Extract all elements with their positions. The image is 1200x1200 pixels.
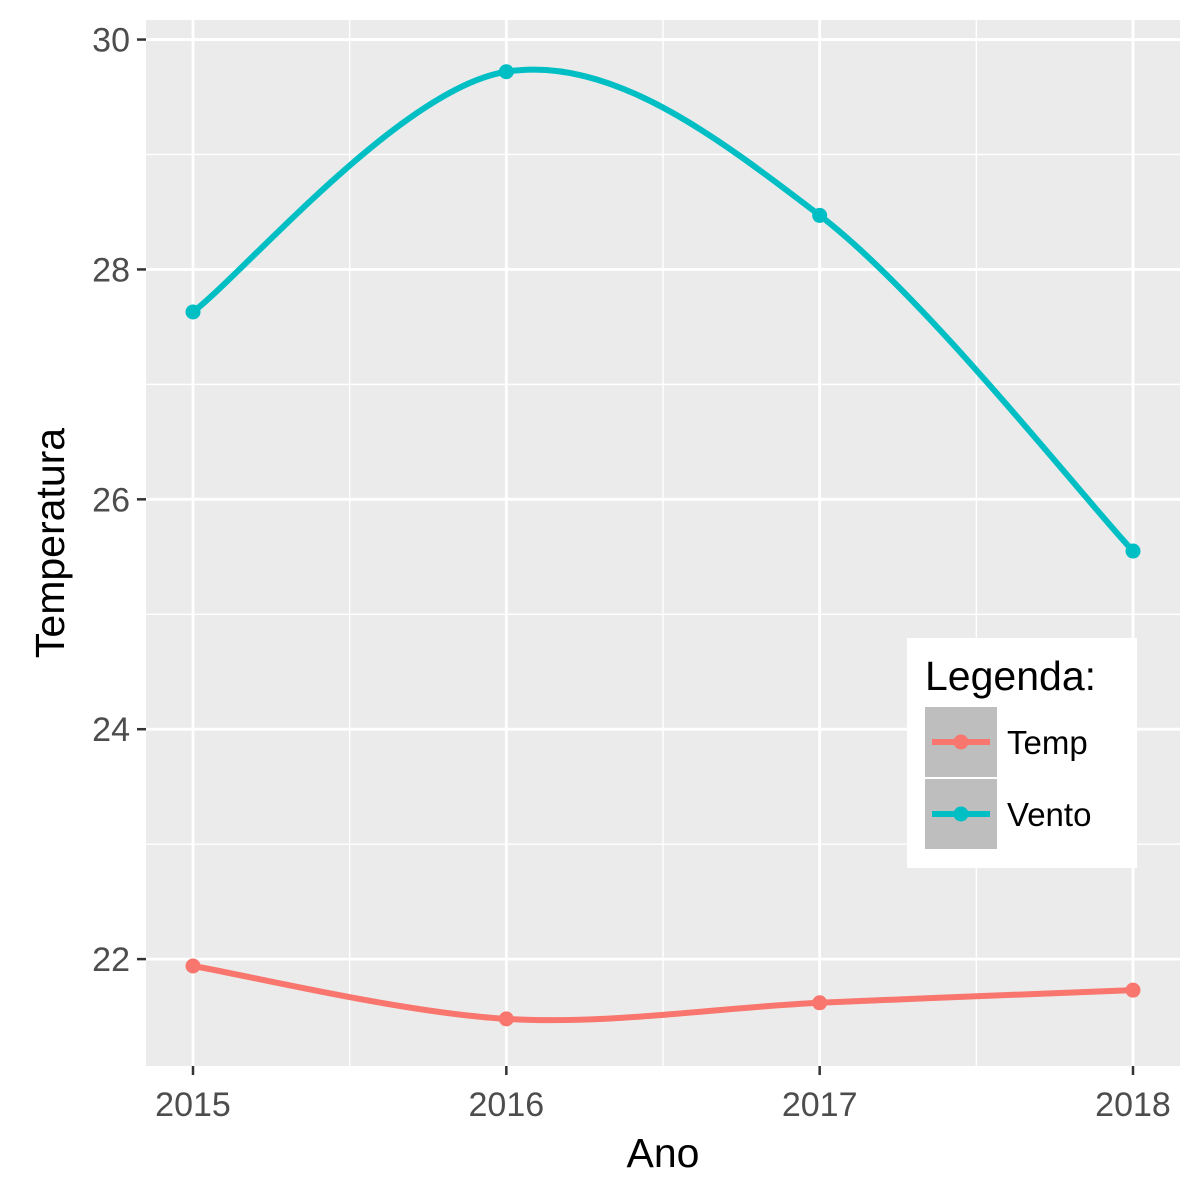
y-axis-title: Temperatura: [27, 428, 73, 658]
x-tick-label: 2015: [155, 1086, 231, 1124]
x-tick-label: 2017: [782, 1086, 858, 1124]
y-tick-label: 24: [92, 711, 130, 749]
legend-item-temp: Temp: [925, 707, 1088, 777]
y-tick-label: 26: [92, 481, 130, 519]
series-line-vento: [190, 66, 1136, 555]
legend-items: Temp Vento: [925, 707, 1091, 849]
x-axis: 2015 2016 2017 2018: [155, 1066, 1171, 1124]
legend: Legenda: Temp Vento: [907, 638, 1137, 868]
grid-major: [146, 20, 1180, 1066]
legend-title: Legenda:: [925, 653, 1096, 699]
x-tick-label: 2016: [469, 1086, 545, 1124]
data-point-vento: [185, 304, 201, 320]
legend-key-point: [953, 806, 969, 822]
y-tick-label: 28: [92, 251, 130, 289]
y-tick-label: 22: [92, 941, 130, 979]
legend-key-point: [953, 734, 969, 750]
series-layer: [185, 64, 1141, 1027]
series-line-temp: [190, 962, 1136, 1024]
data-point-temp: [498, 1011, 514, 1027]
data-point-temp: [812, 995, 828, 1011]
data-point-vento: [498, 64, 514, 80]
grid-minor: [146, 20, 1180, 1066]
y-tick-label: 30: [92, 22, 130, 60]
legend-item-vento: Vento: [925, 779, 1091, 849]
x-tick-label: 2018: [1095, 1086, 1171, 1124]
series-vento: [185, 64, 1141, 559]
data-point-temp: [185, 958, 201, 974]
legend-label: Temp: [1007, 724, 1088, 761]
legend-label: Vento: [1007, 796, 1091, 833]
x-axis-title: Ano: [627, 1130, 700, 1176]
data-point-vento: [812, 207, 828, 223]
data-point-vento: [1125, 543, 1141, 559]
data-point-temp: [1125, 982, 1141, 998]
y-axis: 22 24 26 28 30: [92, 22, 146, 979]
series-temp: [185, 958, 1141, 1027]
